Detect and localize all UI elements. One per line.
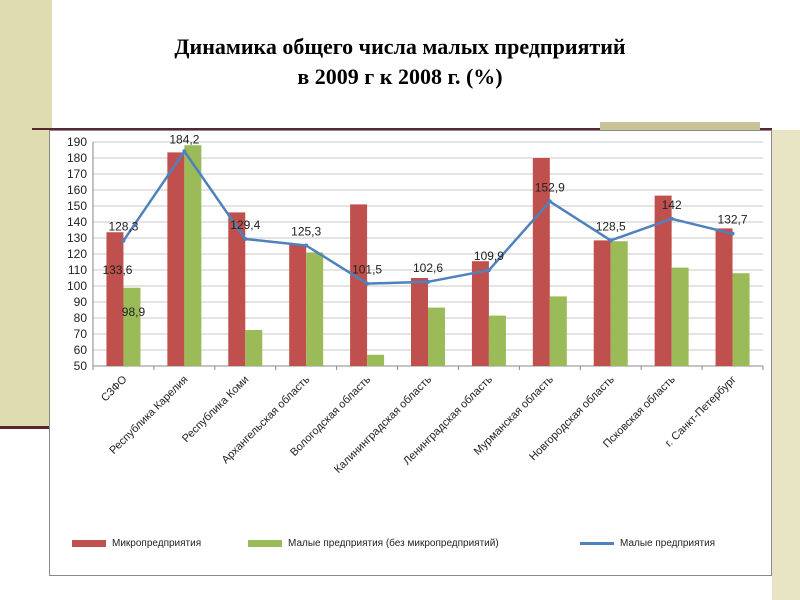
chart: 50 60 70 80 90 100 110 120 130 140 150 160 170 180 190… (67, 132, 764, 476)
decorative-top-right-band (600, 122, 760, 130)
data-label: 129,4 (230, 218, 260, 232)
slide-title: Динамика общего числа малых предприятий … (60, 32, 740, 92)
data-label: 128,5 (596, 219, 626, 233)
data-label: 184,2 (169, 132, 199, 146)
y-tick-label: 180 (67, 151, 87, 165)
y-tick-label: 100 (67, 279, 87, 293)
bar-micro (654, 195, 672, 366)
x-tick-label: Республика Коми (180, 374, 251, 445)
bar-small (184, 145, 202, 366)
data-label: 128,3 (108, 220, 138, 234)
bar-micro (593, 240, 611, 366)
bar-micro (532, 158, 550, 366)
y-tick-label: 50 (74, 359, 88, 373)
bar-micro (228, 212, 246, 366)
y-tick-label: 110 (68, 263, 87, 277)
data-label: 98,9 (122, 305, 146, 319)
legend-swatch-line (580, 541, 614, 545)
bar-small (123, 287, 141, 366)
line-point (730, 231, 735, 236)
line-point (486, 268, 491, 273)
bar-micro (289, 244, 307, 366)
bar-micro (167, 152, 185, 366)
data-label: 132,7 (718, 213, 748, 227)
line-point (669, 216, 674, 221)
y-tick-label: 170 (67, 167, 87, 181)
y-tick-label: 160 (67, 183, 87, 197)
data-label: 152,9 (535, 180, 565, 194)
legend-label-micro: Микропредприятия (112, 538, 202, 549)
y-tick-label: 120 (67, 247, 87, 261)
decorative-left-line (0, 426, 52, 429)
y-tick-label: 70 (74, 327, 88, 341)
y-tick-label: 130 (67, 231, 87, 245)
data-label: 133,6 (102, 263, 132, 277)
slide-title-line-2: в 2009 г к 2008 г. (%) (297, 64, 503, 89)
decorative-right-band (772, 130, 800, 600)
y-tick-label: 90 (74, 295, 88, 309)
slide-title-line-1: Динамика общего числа малых предприятий (174, 34, 626, 59)
bar-small (245, 330, 263, 366)
legend-swatch-micro (72, 539, 106, 547)
x-tick-label: СЗФО (99, 373, 130, 404)
bar-small (367, 354, 385, 366)
line-point (182, 149, 187, 154)
bar-small (610, 241, 628, 366)
y-tick-label: 190 (67, 135, 87, 149)
x-tick-label: Калининградская область (332, 373, 434, 475)
y-tick-label: 60 (74, 343, 88, 357)
bar-small (428, 307, 445, 366)
data-label: 101,5 (352, 263, 382, 277)
legend-item-micro: Микропредприятия (72, 534, 201, 554)
line-point (365, 281, 370, 286)
legend: Микропредприятия Малые предприятия (без … (72, 534, 762, 554)
legend-swatch-small (248, 539, 282, 547)
line-point (304, 243, 309, 248)
data-label: 109,9 (474, 249, 504, 263)
legend-label-small: Малые предприятия (без микропредприятий) (288, 538, 499, 549)
data-label: 102,6 (413, 261, 443, 275)
data-label: 142 (662, 198, 682, 212)
legend-item-small: Малые предприятия (без микропредприятий) (248, 534, 499, 554)
decorative-left-band (0, 0, 52, 428)
bar-micro (411, 278, 428, 366)
y-tick-label: 150 (67, 199, 87, 213)
bar-small (549, 296, 567, 366)
y-tick-label: 140 (67, 215, 87, 229)
bar-small (488, 315, 506, 366)
decorative-top-line (32, 128, 772, 130)
y-tick-label: 80 (74, 311, 88, 325)
line-point (547, 199, 552, 204)
line-point (426, 279, 430, 284)
data-label: 125,3 (291, 225, 321, 239)
line-point (608, 238, 613, 243)
line-point (243, 236, 248, 241)
bar-small (671, 267, 689, 366)
bar-micro (106, 232, 124, 366)
bar-micro (715, 228, 733, 366)
legend-label-line: Малые предприятия (620, 538, 716, 549)
legend-item-line: Малые предприятия (580, 534, 715, 554)
bar-small (732, 273, 750, 366)
bar-small (306, 252, 324, 366)
bar-micro (471, 261, 489, 366)
line-point (121, 238, 126, 243)
bar-micro (350, 204, 368, 366)
